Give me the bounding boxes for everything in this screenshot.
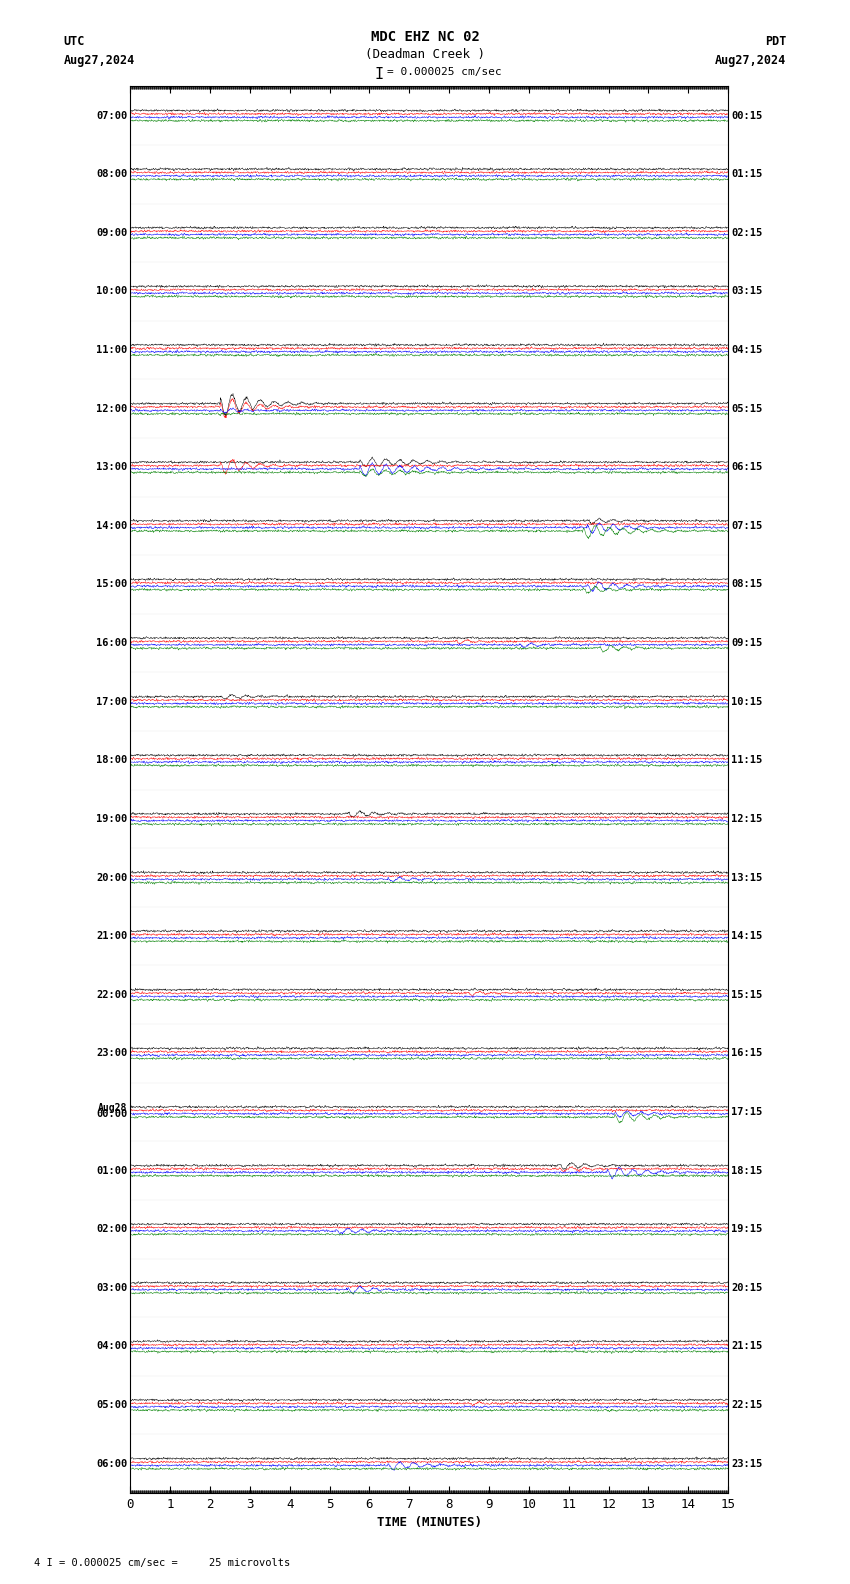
Text: 21:00: 21:00 [96, 931, 127, 941]
Text: 12:15: 12:15 [731, 814, 762, 824]
Text: 02:15: 02:15 [731, 228, 762, 238]
Text: 06:15: 06:15 [731, 463, 762, 472]
Text: 08:00: 08:00 [96, 169, 127, 179]
Text: 14:15: 14:15 [731, 931, 762, 941]
X-axis label: TIME (MINUTES): TIME (MINUTES) [377, 1516, 482, 1530]
Text: 22:00: 22:00 [96, 990, 127, 1000]
Text: 04:00: 04:00 [96, 1342, 127, 1351]
Text: 03:00: 03:00 [96, 1283, 127, 1293]
Text: I: I [374, 67, 383, 81]
Text: 20:15: 20:15 [731, 1283, 762, 1293]
Text: MDC EHZ NC 02: MDC EHZ NC 02 [371, 30, 479, 44]
Text: Aug27,2024: Aug27,2024 [715, 54, 786, 67]
Text: 12:00: 12:00 [96, 404, 127, 413]
Text: (Deadman Creek ): (Deadman Creek ) [365, 48, 485, 60]
Text: 4 I = 0.000025 cm/sec =     25 microvolts: 4 I = 0.000025 cm/sec = 25 microvolts [34, 1559, 290, 1568]
Text: 16:00: 16:00 [96, 638, 127, 648]
Text: = 0.000025 cm/sec: = 0.000025 cm/sec [387, 67, 501, 76]
Text: 09:15: 09:15 [731, 638, 762, 648]
Text: 00:00: 00:00 [96, 1109, 127, 1118]
Text: 17:00: 17:00 [96, 697, 127, 706]
Text: PDT: PDT [765, 35, 786, 48]
Text: 14:00: 14:00 [96, 521, 127, 531]
Text: 19:00: 19:00 [96, 814, 127, 824]
Text: 23:15: 23:15 [731, 1459, 762, 1468]
Text: 00:15: 00:15 [731, 111, 762, 120]
Text: 02:00: 02:00 [96, 1224, 127, 1234]
Text: 22:15: 22:15 [731, 1400, 762, 1410]
Text: 01:15: 01:15 [731, 169, 762, 179]
Text: 18:00: 18:00 [96, 756, 127, 765]
Text: 13:00: 13:00 [96, 463, 127, 472]
Text: 16:15: 16:15 [731, 1049, 762, 1058]
Text: 09:00: 09:00 [96, 228, 127, 238]
Text: 23:00: 23:00 [96, 1049, 127, 1058]
Text: 08:15: 08:15 [731, 580, 762, 589]
Text: 10:15: 10:15 [731, 697, 762, 706]
Text: 17:15: 17:15 [731, 1107, 762, 1117]
Text: 05:15: 05:15 [731, 404, 762, 413]
Text: 19:15: 19:15 [731, 1224, 762, 1234]
Text: 04:15: 04:15 [731, 345, 762, 355]
Text: 05:00: 05:00 [96, 1400, 127, 1410]
Text: 11:00: 11:00 [96, 345, 127, 355]
Text: UTC: UTC [64, 35, 85, 48]
Text: Aug27,2024: Aug27,2024 [64, 54, 135, 67]
Text: 20:00: 20:00 [96, 873, 127, 882]
Text: 01:00: 01:00 [96, 1166, 127, 1175]
Text: 07:15: 07:15 [731, 521, 762, 531]
Text: 07:00: 07:00 [96, 111, 127, 120]
Text: 13:15: 13:15 [731, 873, 762, 882]
Text: 18:15: 18:15 [731, 1166, 762, 1175]
Text: 15:00: 15:00 [96, 580, 127, 589]
Text: 03:15: 03:15 [731, 287, 762, 296]
Text: 11:15: 11:15 [731, 756, 762, 765]
Text: 10:00: 10:00 [96, 287, 127, 296]
Text: Aug28: Aug28 [98, 1102, 127, 1114]
Text: 15:15: 15:15 [731, 990, 762, 1000]
Text: 06:00: 06:00 [96, 1459, 127, 1468]
Text: 21:15: 21:15 [731, 1342, 762, 1351]
